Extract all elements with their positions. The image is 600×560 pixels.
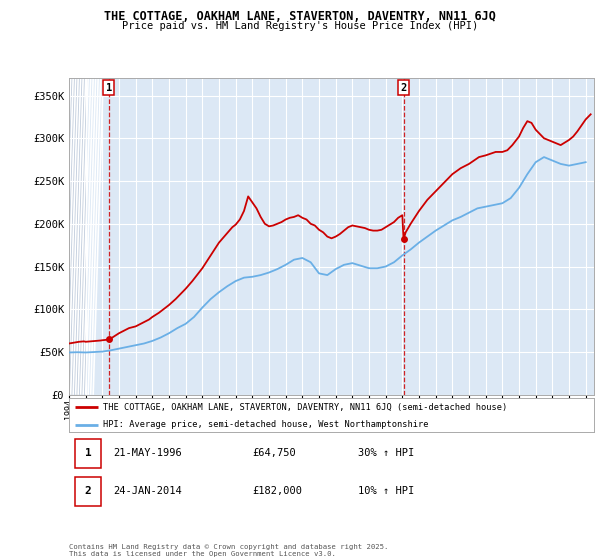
Text: 21-MAY-1996: 21-MAY-1996 xyxy=(113,449,182,459)
FancyBboxPatch shape xyxy=(76,477,101,506)
Text: HPI: Average price, semi-detached house, West Northamptonshire: HPI: Average price, semi-detached house,… xyxy=(103,420,428,429)
Text: 1: 1 xyxy=(85,449,91,459)
Text: 2: 2 xyxy=(400,82,407,92)
Text: £182,000: £182,000 xyxy=(253,486,303,496)
Text: THE COTTAGE, OAKHAM LANE, STAVERTON, DAVENTRY, NN11 6JQ: THE COTTAGE, OAKHAM LANE, STAVERTON, DAV… xyxy=(104,10,496,23)
Bar xyxy=(69,78,86,395)
Text: THE COTTAGE, OAKHAM LANE, STAVERTON, DAVENTRY, NN11 6JQ (semi-detached house): THE COTTAGE, OAKHAM LANE, STAVERTON, DAV… xyxy=(103,403,508,412)
Text: 24-JAN-2014: 24-JAN-2014 xyxy=(113,486,182,496)
Text: 10% ↑ HPI: 10% ↑ HPI xyxy=(358,486,414,496)
Text: £64,750: £64,750 xyxy=(253,449,296,459)
FancyBboxPatch shape xyxy=(76,439,101,468)
Text: Contains HM Land Registry data © Crown copyright and database right 2025.
This d: Contains HM Land Registry data © Crown c… xyxy=(69,544,388,557)
Text: 2: 2 xyxy=(85,486,91,496)
Text: 1: 1 xyxy=(106,82,112,92)
Text: Price paid vs. HM Land Registry's House Price Index (HPI): Price paid vs. HM Land Registry's House … xyxy=(122,21,478,31)
Text: 30% ↑ HPI: 30% ↑ HPI xyxy=(358,449,414,459)
